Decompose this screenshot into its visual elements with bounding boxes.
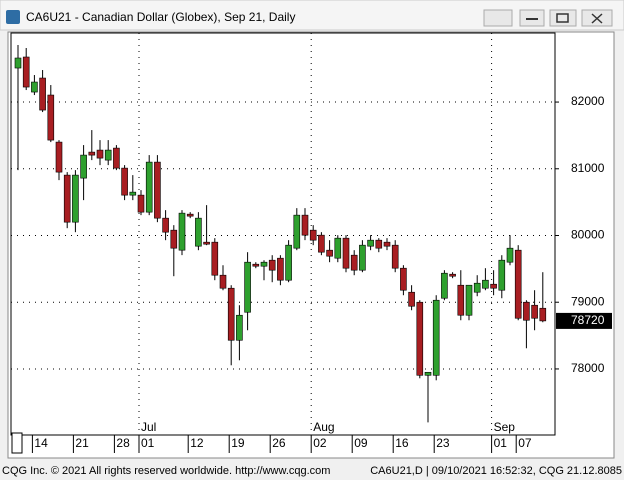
candle-body xyxy=(318,234,325,253)
candle-body xyxy=(137,194,145,213)
candle-body xyxy=(14,57,22,69)
candle-body xyxy=(342,237,350,269)
plot-area xyxy=(10,32,556,436)
candle-body xyxy=(277,257,284,281)
x-tick-label: 12 xyxy=(190,436,204,450)
link-button[interactable] xyxy=(483,9,513,27)
candle-body xyxy=(39,77,46,111)
month-label: Aug xyxy=(313,420,334,434)
candle-body xyxy=(416,301,424,376)
candle-body xyxy=(523,301,530,321)
candle-body xyxy=(170,229,178,249)
candle-body xyxy=(531,304,538,319)
last-price-label: 78720 xyxy=(571,313,605,327)
candle-body xyxy=(162,217,169,233)
candle-body xyxy=(178,212,186,251)
month-label: Jul xyxy=(141,420,156,434)
y-tick-label: 79000 xyxy=(571,294,605,308)
x-tick-label: 09 xyxy=(354,436,368,450)
candle-body xyxy=(301,214,309,236)
candle-body xyxy=(350,254,358,271)
x-tick-label: 26 xyxy=(272,436,286,450)
x-tick-label: 14 xyxy=(34,436,48,450)
footer-left: CQG Inc. © 2021 All rights reserved worl… xyxy=(2,465,330,477)
app-icon xyxy=(6,10,20,24)
candle-body xyxy=(498,259,506,291)
candle-body xyxy=(63,174,71,223)
candle-body xyxy=(441,272,448,299)
candle-body xyxy=(473,282,481,293)
candle-body xyxy=(219,274,227,289)
candle-body xyxy=(260,261,268,267)
candle-body xyxy=(186,213,194,217)
candle-body xyxy=(424,371,432,376)
month-label: Sep xyxy=(494,420,516,434)
y-tick-label: 80000 xyxy=(571,228,605,242)
candle-body xyxy=(113,147,120,169)
candle-body xyxy=(227,287,235,341)
candle-body xyxy=(31,81,38,93)
candle-body xyxy=(244,261,251,313)
candle-body xyxy=(236,314,243,341)
candle-body xyxy=(96,149,104,159)
candle-body xyxy=(252,263,260,267)
candle-body xyxy=(391,244,399,269)
candle-body xyxy=(47,94,55,141)
candle-body xyxy=(490,283,497,289)
candle-body xyxy=(400,267,407,291)
candle-body xyxy=(334,237,342,259)
candle-body xyxy=(22,56,30,88)
scroll-handle[interactable] xyxy=(11,432,23,454)
x-tick-label: 02 xyxy=(313,436,327,450)
candle-body xyxy=(211,241,219,276)
candle-body xyxy=(482,279,489,289)
x-tick-label: 16 xyxy=(395,436,409,450)
candle-body xyxy=(539,307,547,322)
candle-body xyxy=(309,229,317,241)
candle-body xyxy=(195,217,202,247)
candle-body xyxy=(432,299,440,376)
candle-body xyxy=(514,249,522,319)
candle-body xyxy=(457,284,465,316)
x-tick-label: 23 xyxy=(436,436,450,450)
candle-body xyxy=(203,241,210,245)
candle-body xyxy=(326,249,333,257)
y-tick-label: 78000 xyxy=(571,361,605,375)
candle-body xyxy=(104,149,112,161)
candle-body xyxy=(88,151,96,156)
x-tick-label: 19 xyxy=(231,436,245,450)
candle-body xyxy=(293,214,301,249)
candle-body xyxy=(359,244,366,271)
candle-body xyxy=(268,259,276,271)
candle-body xyxy=(55,141,63,173)
window-title: CA6U21 - Canadian Dollar (Globex), Sep 2… xyxy=(26,10,295,24)
footer-right: CA6U21,D | 09/10/2021 16:52:32, CQG 21.1… xyxy=(370,465,622,477)
x-tick-label: 07 xyxy=(518,436,532,450)
candle-body xyxy=(408,291,415,307)
x-tick-label: 21 xyxy=(75,436,89,450)
candle-body xyxy=(145,161,153,213)
y-tick-label: 82000 xyxy=(571,94,605,108)
candle-body xyxy=(121,167,128,196)
candle-body xyxy=(72,174,79,223)
x-tick-label: 01 xyxy=(141,436,155,450)
maximize-button[interactable] xyxy=(549,9,577,27)
x-tick-label: 01 xyxy=(494,436,508,450)
last-price-box xyxy=(556,312,612,329)
candle-body xyxy=(465,284,473,316)
x-tick-label: 28 xyxy=(116,436,130,450)
candle-body xyxy=(80,154,87,179)
candle-body xyxy=(506,247,514,263)
candle-body xyxy=(367,239,374,247)
y-tick-label: 81000 xyxy=(571,161,605,175)
candle-body xyxy=(129,191,137,196)
candle-body xyxy=(449,273,456,277)
candle-body xyxy=(375,239,383,249)
candle-body xyxy=(285,244,292,281)
candle-body xyxy=(154,161,161,219)
candle-body xyxy=(383,241,391,247)
